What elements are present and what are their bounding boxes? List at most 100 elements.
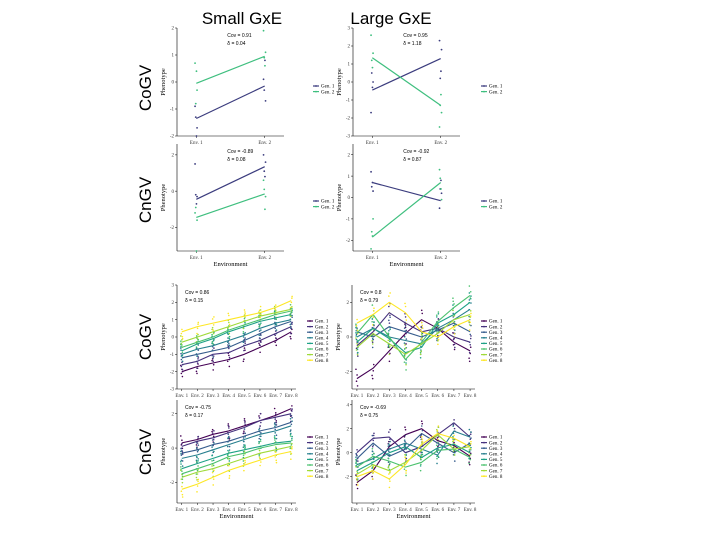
- x-tick-label: Env. 8: [464, 394, 477, 399]
- data-point: [388, 464, 390, 467]
- data-point: [291, 442, 293, 445]
- data-point: [180, 435, 182, 437]
- legend-dot: [315, 85, 317, 87]
- data-point: [213, 442, 215, 444]
- data-point: [453, 348, 456, 351]
- data-point: [371, 324, 374, 326]
- data-point: [387, 445, 390, 447]
- data-point: [291, 446, 293, 448]
- legend-dot: [483, 441, 485, 444]
- data-point: [289, 417, 292, 420]
- data-point: [468, 449, 471, 451]
- x-tick-label: Env. 3: [383, 508, 396, 513]
- data-point: [387, 457, 390, 459]
- data-point: [356, 353, 359, 356]
- data-point: [260, 322, 262, 324]
- y-tick-label: -2: [346, 239, 351, 244]
- data-point: [404, 344, 406, 346]
- data-point: [195, 250, 198, 252]
- x-tick-label: Env. 5: [415, 508, 428, 513]
- data-point: [371, 374, 373, 377]
- legend-label: Gen. 8: [489, 359, 503, 364]
- data-point: [438, 39, 441, 42]
- data-point: [371, 346, 374, 349]
- series-line-gen-2: [371, 57, 442, 106]
- data-point: [242, 446, 245, 449]
- data-point: [290, 452, 293, 455]
- data-point: [387, 345, 390, 347]
- y-tick-label: -2: [346, 117, 351, 122]
- data-point: [419, 351, 422, 354]
- data-point: [262, 179, 265, 182]
- data-point: [242, 331, 245, 333]
- data-point: [258, 309, 261, 312]
- data-point: [260, 435, 262, 438]
- data-point: [180, 335, 182, 337]
- data-point: [405, 319, 408, 321]
- data-point: [264, 64, 266, 67]
- data-point: [259, 438, 262, 441]
- data-point: [404, 456, 406, 458]
- data-point: [181, 360, 184, 363]
- data-point: [227, 344, 229, 346]
- data-point: [389, 462, 391, 464]
- x-tick-label: Env. 6: [431, 394, 444, 399]
- series-line-gen-1: [372, 58, 441, 91]
- legend-label: Gen. 8: [315, 475, 329, 480]
- x-tick-label: Env. 2: [191, 508, 204, 513]
- data-point: [436, 462, 438, 465]
- data-point: [403, 327, 406, 329]
- data-point: [196, 219, 198, 222]
- data-point: [372, 439, 375, 442]
- data-point: [405, 369, 407, 371]
- data-point: [289, 303, 292, 306]
- data-point: [453, 315, 455, 317]
- data-point: [440, 48, 443, 51]
- data-point: [371, 445, 374, 448]
- data-point: [195, 447, 198, 449]
- data-point: [259, 440, 262, 442]
- delta-annotation: δ = 0.79: [360, 298, 378, 304]
- data-point: [291, 307, 293, 310]
- data-point: [468, 351, 471, 354]
- data-point: [194, 105, 196, 108]
- data-point: [452, 304, 454, 306]
- data-point: [469, 438, 472, 441]
- data-point: [355, 326, 358, 329]
- data-point: [403, 361, 406, 363]
- y-tick-label: 3: [348, 27, 351, 32]
- panel-small-cogv-2env: -2 -1 0 1 2 Env. 1 Env. 2 Phenotype Cov = 0.91 δ …: [160, 27, 335, 146]
- y-tick-label: -2: [170, 481, 175, 486]
- data-point: [275, 434, 278, 436]
- data-point: [387, 461, 390, 463]
- legend-dot: [309, 325, 311, 328]
- data-point: [258, 456, 261, 459]
- data-point: [213, 430, 215, 432]
- data-point: [440, 179, 442, 182]
- data-point: [211, 460, 213, 462]
- data-point: [438, 168, 441, 171]
- data-point: [291, 420, 293, 422]
- data-point: [372, 52, 374, 55]
- y-axis-label: Phenotype: [336, 184, 343, 212]
- data-point: [212, 355, 215, 357]
- y-tick-label: 0: [347, 336, 350, 341]
- data-point: [180, 358, 183, 361]
- data-point: [437, 323, 440, 325]
- x-tick-label: Env. 6: [431, 508, 444, 513]
- legend-label: Gen. 3: [489, 447, 503, 452]
- legend-label: Gen. 2: [489, 325, 503, 330]
- x-tick-label: Env. 4: [222, 508, 235, 513]
- data-point: [180, 478, 183, 480]
- data-point: [196, 362, 199, 364]
- data-point: [437, 330, 440, 332]
- data-point: [212, 435, 215, 438]
- legend-label: Gen. 1: [489, 320, 503, 325]
- legend-label: Gen. 2: [321, 205, 335, 210]
- data-point: [197, 458, 200, 460]
- data-point: [420, 349, 422, 351]
- data-point: [388, 319, 390, 322]
- data-point: [258, 417, 261, 419]
